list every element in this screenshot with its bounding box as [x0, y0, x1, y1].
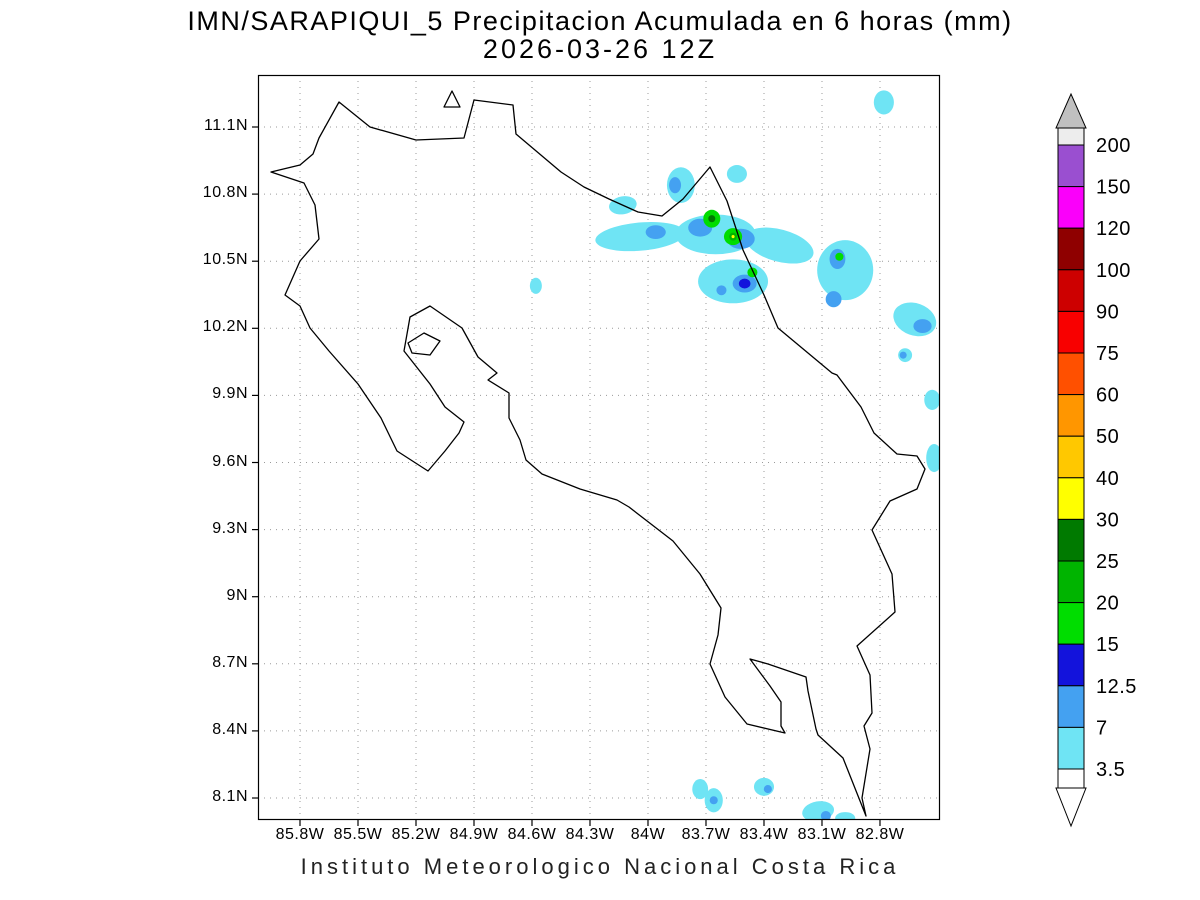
- colorbar-seg-150: [1057, 144, 1085, 188]
- colorbar-label-25: 25: [1096, 551, 1119, 573]
- precip-cell-3.5mm: [692, 778, 709, 800]
- lon-tick-label: 83.7W: [681, 826, 731, 843]
- colorbar-seg-12.5: [1057, 643, 1085, 687]
- precip-cell-3.5mm: [802, 801, 835, 820]
- map-plot-area: [252, 74, 941, 826]
- colorbar-label-3.5: 3.5: [1096, 759, 1125, 781]
- precip-cell-15mm: [835, 252, 844, 261]
- lat-tick-label: 10.8N: [202, 184, 248, 202]
- colorbar-label-20: 20: [1096, 593, 1119, 615]
- colorbar: 200 150 120 100 90 75 60 50 40 30 25 20 15 12.5 7 3.5: [1048, 88, 1198, 838]
- colorbar-label-75: 75: [1096, 343, 1119, 365]
- colorbar-seg-top: [1057, 127, 1085, 146]
- colorbar-seg-100: [1057, 227, 1085, 271]
- precip-cell-7mm: [716, 285, 727, 296]
- precip-cell-3.5mm: [924, 389, 940, 410]
- colorbar-label-90: 90: [1096, 301, 1119, 323]
- precip-cell-3.5mm: [817, 240, 874, 301]
- precip-cell-3.5mm: [835, 812, 856, 820]
- costa-rica-coastline: [270, 99, 926, 817]
- colorbar-label-150: 150: [1096, 177, 1131, 199]
- gridlines: [258, 75, 940, 820]
- colorbar-label-120: 120: [1096, 218, 1131, 240]
- latitude-axis: 11.1N 10.8N 10.5N 10.2N 9.9N 9.6N 9.3N 9N 8.7N 8.…: [176, 0, 248, 900]
- colorbar-svg: 200 150 120 100 90 75 60 50 40 30 25 20 15 12.5 7 3.5: [1055, 92, 1137, 828]
- precip-cell-7mm: [913, 319, 932, 334]
- lon-tick-label: 83.1W: [797, 826, 847, 843]
- precip-cell-3.5mm: [726, 165, 747, 183]
- precip-cell-7mm: [645, 225, 666, 240]
- precipitation-shading: [529, 90, 940, 820]
- precip-cell-3.5mm: [529, 277, 542, 294]
- precip-cell-7mm: [825, 291, 842, 308]
- map-frame: [257, 74, 941, 821]
- precip-cell-3.5mm: [595, 222, 686, 252]
- colorbar-seg-below: [1057, 768, 1085, 789]
- colorbar-seg-40: [1057, 435, 1085, 479]
- colorbar-label-15: 15: [1096, 634, 1119, 656]
- lon-tick-label: 85.8W: [275, 826, 325, 843]
- isla-chira-island: [407, 332, 441, 356]
- colorbar-seg-90: [1057, 269, 1085, 312]
- precip-cell-25mm: [708, 215, 716, 223]
- chart-subtitle: 2026-03-26 12Z: [482, 34, 718, 64]
- colorbar-seg-75: [1057, 310, 1085, 354]
- lat-tick-label: 8.7N: [212, 653, 248, 671]
- precip-cell-7mm: [709, 796, 718, 805]
- precip-cell-3.5mm: [893, 302, 937, 337]
- longitude-axis: 85.8W 85.5W 85.2W 84.9W 84.6W 84.3W 84W 83.7W 83…: [0, 826, 1200, 850]
- precip-cell-3.5mm: [873, 90, 894, 115]
- colorbar-label-200: 200: [1096, 135, 1131, 157]
- lat-tick-label: 8.1N: [212, 788, 248, 805]
- colorbar-seg-60: [1057, 352, 1085, 396]
- lon-tick-label: 84.9W: [449, 826, 499, 843]
- axis-ticks: [252, 126, 881, 826]
- colorbar-seg-20: [1057, 560, 1085, 604]
- lon-tick-label: 85.2W: [391, 826, 441, 843]
- map-svg: [252, 74, 941, 826]
- precip-cell-7mm: [899, 351, 907, 359]
- lat-tick-label: 9N: [226, 586, 248, 604]
- colorbar-label-30: 30: [1096, 509, 1119, 531]
- lon-tick-label: 84.6W: [507, 826, 557, 843]
- colorbar-label-7: 7: [1096, 717, 1108, 739]
- lat-tick-label: 10.5N: [202, 251, 248, 269]
- lat-tick-label: 9.9N: [212, 385, 248, 403]
- colorbar-arrow-down-icon: [1055, 787, 1087, 828]
- precip-cell-7mm: [763, 785, 772, 794]
- lat-tick-label: 11.1N: [203, 117, 248, 134]
- colorbar-seg-120: [1057, 186, 1085, 229]
- lon-tick-label: 84W: [630, 826, 666, 843]
- colorbar-label-50: 50: [1096, 426, 1119, 448]
- colorbar-seg-15: [1057, 602, 1085, 645]
- lon-tick-label: 84.3W: [565, 826, 615, 843]
- precip-cell-7mm: [669, 177, 682, 194]
- colorbar-seg-3.5: [1057, 726, 1085, 770]
- precip-cell-3.5mm: [926, 443, 940, 473]
- triangle-marker: [443, 90, 461, 108]
- colorbar-label-100: 100: [1096, 260, 1131, 282]
- lat-tick-label: 9.3N: [212, 519, 248, 537]
- colorbar-label-60: 60: [1096, 385, 1119, 407]
- precip-cell-7mm: [820, 810, 831, 820]
- colorbar-label-40: 40: [1096, 468, 1119, 490]
- colorbar-seg-25: [1057, 518, 1085, 562]
- precip-cell-30mm: [731, 235, 735, 239]
- lon-tick-label: 82.8W: [855, 826, 905, 843]
- lat-tick-label: 10.2N: [202, 318, 248, 336]
- precip-cell-3.5mm: [745, 227, 814, 264]
- lat-tick-label: 9.6N: [212, 452, 248, 470]
- colorbar-seg-7: [1057, 685, 1085, 728]
- colorbar-seg-50: [1057, 394, 1085, 437]
- colorbar-label-12.5: 12.5: [1096, 676, 1137, 698]
- chart-title: IMN/SARAPIQUI_5 Precipitacion Acumulada …: [187, 6, 1013, 36]
- lat-tick-label: 8.4N: [212, 720, 248, 738]
- colorbar-seg-30: [1057, 477, 1085, 520]
- source-caption: Instituto Meteorologico Nacional Costa R…: [300, 854, 900, 879]
- lon-tick-label: 83.4W: [739, 826, 789, 843]
- lon-tick-label: 85.5W: [333, 826, 383, 843]
- precip-cell-12.5mm: [738, 278, 751, 289]
- colorbar-arrow-up-icon: [1055, 92, 1087, 129]
